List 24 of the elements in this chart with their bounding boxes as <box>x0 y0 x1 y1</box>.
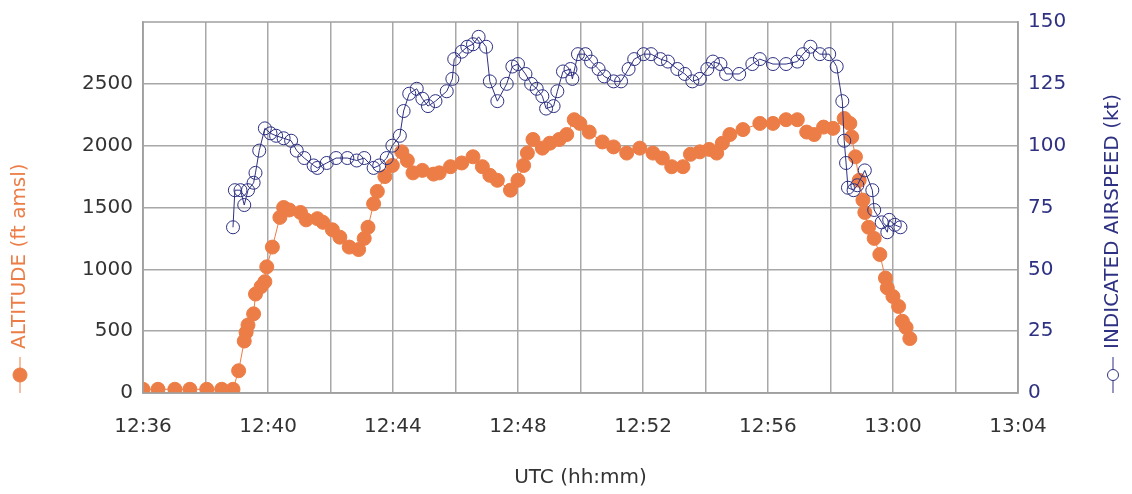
y-tick-label: 500 <box>94 317 133 342</box>
y2-tick-label: 50 <box>1028 255 1054 280</box>
x-tick-label: 13:00 <box>864 413 922 438</box>
x-tick-label: 13:04 <box>989 413 1047 438</box>
y2-tick-label: 0 <box>1028 379 1041 404</box>
y2-tick-label: 25 <box>1028 317 1054 342</box>
x-tick-label: 12:48 <box>489 413 547 438</box>
y2-tick-label: 75 <box>1028 193 1054 218</box>
y-tick-label: 0 <box>120 379 133 404</box>
x-tick-label: 12:40 <box>239 413 297 438</box>
y2-tick-label: 125 <box>1028 70 1067 95</box>
y-tick-label: 2500 <box>82 70 133 95</box>
y2-tick-label: 100 <box>1028 131 1067 156</box>
x-tick-label: 12:36 <box>114 413 172 438</box>
x-tick-label: 12:56 <box>739 413 797 438</box>
y2-tick-label: 150 <box>1028 8 1067 33</box>
y2-axis-title: INDICATED AIRSPEED (kt) <box>1099 93 1124 349</box>
x-tick-label: 12:52 <box>614 413 672 438</box>
x-tick-label: 12:44 <box>364 413 422 438</box>
x-axis-title: UTC (hh:mm) <box>514 464 647 489</box>
y-axis-title: ALTITUDE (ft amsl) <box>6 163 31 349</box>
y-tick-label: 2000 <box>82 131 133 156</box>
y-tick-label: 1500 <box>82 193 133 218</box>
y-tick-label: 1000 <box>82 255 133 280</box>
